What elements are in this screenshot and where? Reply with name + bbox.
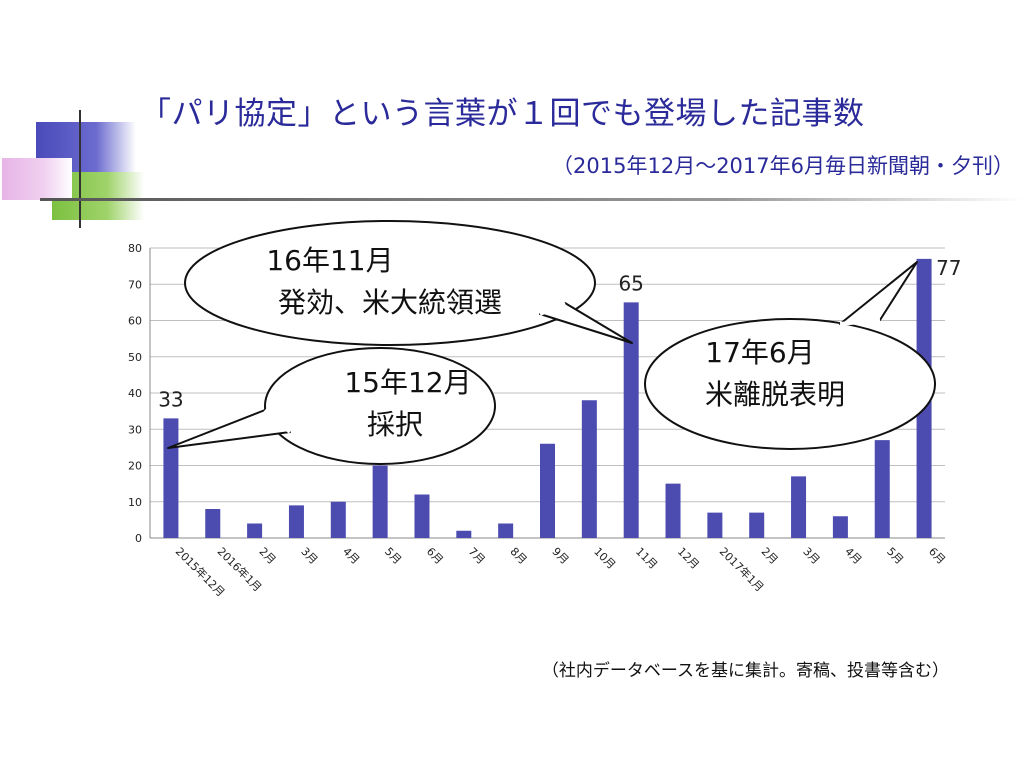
- bar: [456, 530, 472, 538]
- bar: [832, 516, 848, 538]
- callout-bubble: [184, 220, 596, 346]
- bar: [163, 418, 179, 538]
- bar: [665, 483, 681, 538]
- y-tick-label: 0: [135, 532, 142, 545]
- callout-text: 17年6月: [705, 336, 814, 369]
- callout-joint: [839, 318, 881, 326]
- x-tick-label: 2017年1月: [717, 544, 767, 594]
- bar: [581, 400, 597, 538]
- bar: [247, 523, 263, 538]
- x-tick-label: 3月: [298, 545, 320, 567]
- y-tick-label: 60: [128, 315, 142, 328]
- data-label: 33: [158, 387, 183, 411]
- slide-decoration: [2, 110, 1024, 228]
- y-tick-label: 40: [128, 387, 142, 400]
- callout-bubble: [644, 318, 936, 450]
- bar: [414, 494, 430, 538]
- slide-title: 「パリ協定」という言葉が１回でも登場した記事数: [140, 96, 865, 132]
- x-tick-label: 12月: [675, 545, 702, 572]
- bar: [791, 476, 807, 538]
- slide-subtitle: （2015年12月～2017年6月毎日新聞朝・夕刊）: [552, 154, 1014, 178]
- y-tick-label: 50: [128, 351, 142, 364]
- x-tick-label: 10月: [591, 545, 618, 572]
- x-tick-label: 5月: [382, 545, 404, 567]
- y-tick-label: 80: [128, 242, 142, 255]
- bar: [288, 505, 304, 538]
- y-tick-label: 30: [128, 423, 142, 436]
- y-tick-label: 20: [128, 460, 142, 473]
- callout-text: 採択: [367, 408, 423, 441]
- x-tick-label: 2月: [759, 545, 781, 567]
- y-tick-label: 10: [128, 496, 142, 509]
- bar: [749, 512, 765, 538]
- x-tick-label: 4月: [842, 545, 864, 567]
- bar: [330, 501, 346, 538]
- bar: [498, 523, 514, 538]
- callout-bubble: [264, 347, 496, 465]
- bar: [874, 440, 890, 538]
- title-underline: [40, 198, 1024, 201]
- x-tick-label: 7月: [466, 545, 488, 567]
- x-tick-label: 5月: [884, 545, 906, 567]
- x-tick-label: 11月: [633, 545, 660, 572]
- callout-text: 15年12月: [344, 366, 471, 399]
- x-tick-label: 2月: [256, 545, 278, 567]
- x-tick-label: 8月: [508, 545, 530, 567]
- x-tick-label: 9月: [549, 545, 571, 567]
- callout-text: 発効、米大統領選: [278, 286, 502, 319]
- x-tick-label: 3月: [800, 545, 822, 567]
- data-label: 65: [618, 271, 643, 295]
- callout-joint: [263, 408, 292, 434]
- bar: [205, 509, 221, 538]
- callout-pointer: [839, 261, 918, 325]
- bar: [623, 302, 639, 538]
- callout-joint: [539, 301, 566, 316]
- bar: [372, 465, 388, 538]
- decor-pink-block: [2, 158, 72, 200]
- y-tick-label: 70: [128, 278, 142, 291]
- x-tick-label: 4月: [340, 545, 362, 567]
- bar: [707, 512, 723, 538]
- data-label: 77: [936, 256, 961, 280]
- bar: [540, 443, 555, 538]
- x-tick-label: 6月: [424, 545, 446, 567]
- slide-footnote: （社内データベースを基に集計。寄稿、投書等含む）: [541, 661, 949, 681]
- callout-text: 米離脱表明: [705, 378, 845, 411]
- callout-text: 16年11月: [266, 244, 393, 277]
- x-tick-label: 6月: [926, 545, 948, 567]
